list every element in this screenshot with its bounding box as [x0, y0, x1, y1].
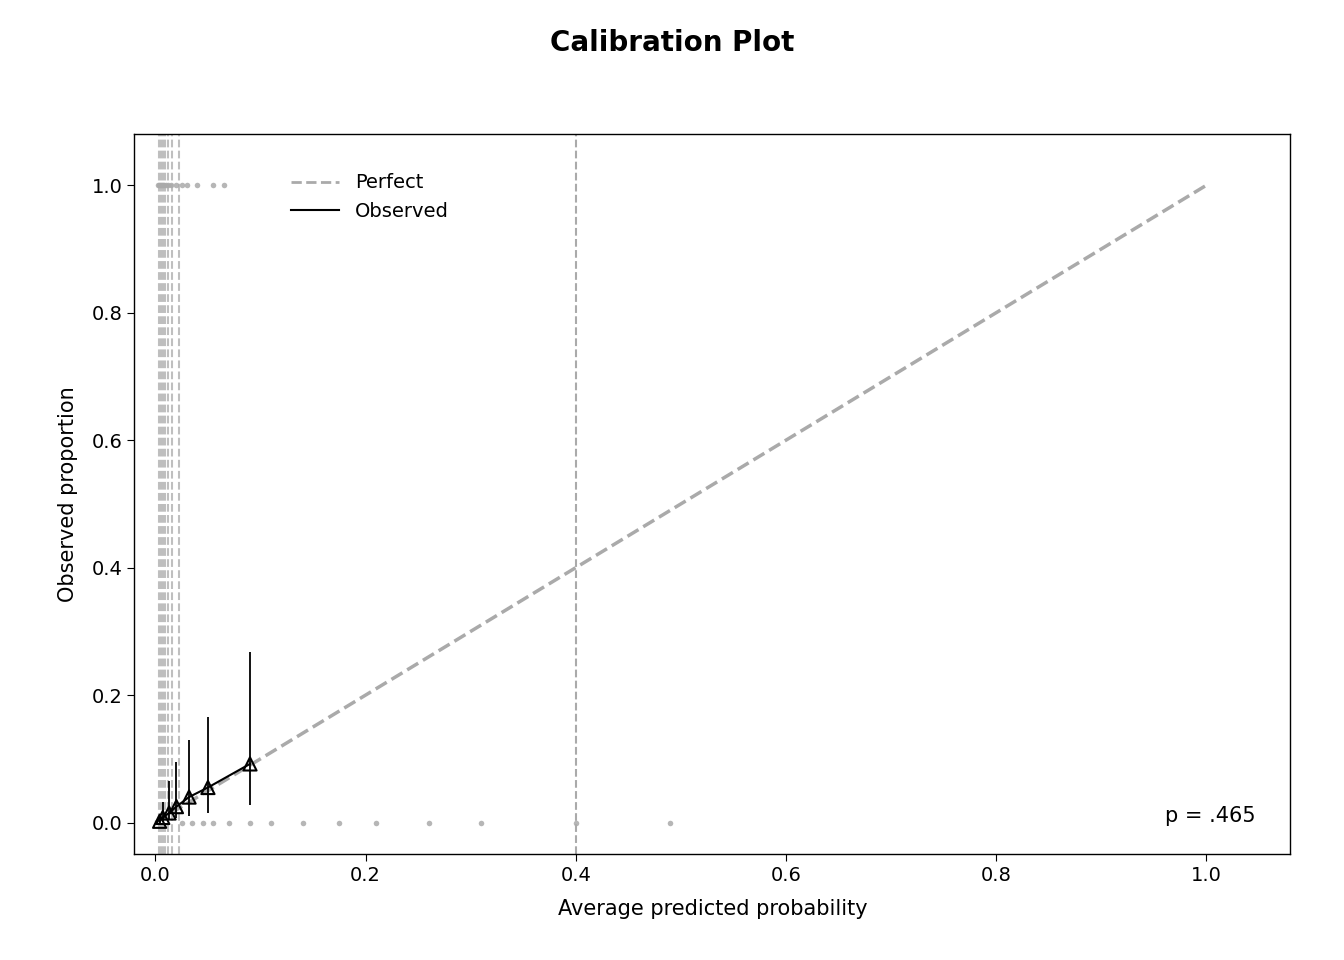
Point — [152, 178, 173, 193]
Point — [171, 178, 192, 193]
Point — [149, 178, 171, 193]
Point — [261, 815, 282, 830]
X-axis label: Average predicted probability: Average predicted probability — [558, 900, 867, 919]
Point — [203, 815, 224, 830]
Point — [239, 756, 261, 772]
Point — [418, 815, 439, 830]
Y-axis label: Observed proportion: Observed proportion — [58, 387, 78, 602]
Point — [198, 780, 219, 795]
Point — [328, 815, 349, 830]
Point — [366, 815, 387, 830]
Point — [148, 178, 169, 193]
Point — [152, 810, 173, 826]
Point — [176, 178, 198, 193]
Point — [192, 815, 214, 830]
Point — [151, 178, 172, 193]
Point — [160, 178, 181, 193]
Legend: Perfect, Observed: Perfect, Observed — [282, 166, 457, 229]
Point — [155, 178, 176, 193]
Text: p = .465: p = .465 — [1165, 805, 1255, 826]
Point — [564, 815, 586, 830]
Point — [187, 178, 208, 193]
Point — [151, 178, 172, 193]
Point — [212, 178, 234, 193]
Point — [159, 805, 180, 821]
Point — [165, 178, 187, 193]
Point — [149, 813, 171, 828]
Point — [165, 799, 187, 814]
Point — [179, 789, 200, 804]
Point — [157, 178, 179, 193]
Point — [171, 815, 192, 830]
Point — [470, 815, 492, 830]
Text: Calibration Plot: Calibration Plot — [550, 29, 794, 57]
Point — [239, 815, 261, 830]
Point — [292, 815, 313, 830]
Point — [203, 178, 224, 193]
Point — [146, 178, 168, 193]
Point — [153, 178, 175, 193]
Point — [218, 815, 239, 830]
Point — [660, 815, 681, 830]
Point — [181, 815, 203, 830]
